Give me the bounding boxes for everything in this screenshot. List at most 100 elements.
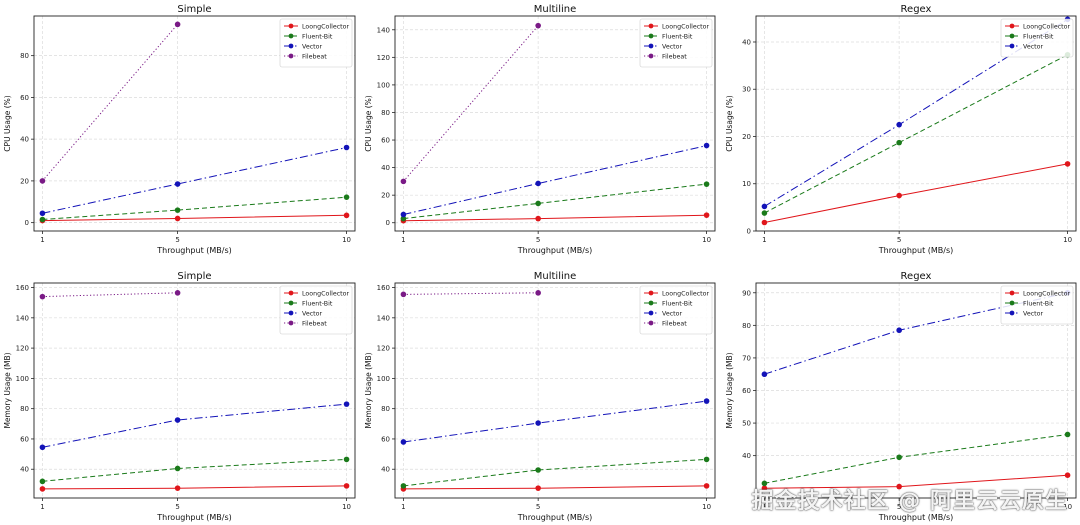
chart-title: Simple: [177, 4, 211, 15]
legend-entry: Vector: [662, 310, 682, 317]
legend-box: [279, 285, 353, 335]
series-line-loongcollector: [403, 485, 707, 490]
legend-box: [279, 18, 353, 68]
data-point-fluent-bit: [39, 478, 46, 485]
plot-frame: [33, 15, 356, 232]
legend-marker: [1009, 33, 1015, 39]
x-tick-label: 5: [175, 236, 179, 244]
legend-entry: Filebeat: [302, 53, 327, 60]
series-line-vector: [42, 403, 347, 448]
data-point-vector: [39, 444, 46, 451]
chart-title: Multiline: [534, 271, 577, 282]
y-tick-label: 20: [742, 133, 751, 141]
data-point-vector: [343, 401, 350, 407]
data-point-fluent-bit: [896, 454, 902, 461]
data-point-fluent-bit: [174, 465, 181, 472]
series-line-fluent-bit: [403, 183, 707, 220]
data-point-filebeat: [400, 291, 407, 298]
y-tick-label: 100: [16, 375, 29, 383]
data-point-loongcollector: [896, 192, 902, 199]
legend-entry: Filebeat: [302, 320, 327, 327]
y-tick-label: 50: [742, 420, 751, 428]
y-tick-label: 160: [16, 284, 29, 292]
legend-entry: LoongCollector: [302, 290, 349, 297]
legend-marker: [1009, 310, 1015, 316]
data-point-fluent-bit: [39, 216, 46, 223]
y-axis-label: CPU Usage (%): [364, 95, 373, 151]
y-tick-label: 40: [381, 164, 390, 172]
data-point-filebeat: [535, 22, 541, 29]
chart-title: Multiline: [534, 4, 577, 15]
legend-marker: [288, 290, 294, 296]
data-point-loongcollector: [896, 483, 902, 490]
x-axis-label: Throughput (MB/s): [517, 513, 593, 522]
legend-marker: [648, 23, 654, 29]
data-point-fluent-bit: [343, 456, 350, 463]
data-point-fluent-bit: [535, 200, 541, 207]
chart-title: Regex: [901, 4, 932, 15]
legend-entry: Fluent-Bit: [302, 33, 333, 40]
series-line-filebeat: [42, 23, 178, 182]
watermark: 掘金技术社区 @ 阿里云云原生: [751, 489, 1068, 514]
legend-entry: Fluent-Bit: [1023, 300, 1054, 307]
legend-marker: [1009, 43, 1015, 49]
legend-entry: Fluent-Bit: [302, 300, 333, 307]
legend-entry: Vector: [662, 43, 682, 50]
data-point-loongcollector: [343, 483, 350, 489]
chart-panel-5: 1 5 10 40 60 80 100 120 140 160 Multiline Throughpu…: [364, 271, 716, 522]
legend-marker: [1009, 290, 1015, 296]
data-point-vector: [174, 417, 181, 423]
y-tick-label: 0: [747, 228, 751, 236]
y-tick-label: 40: [742, 452, 751, 460]
legend-entry: Vector: [302, 310, 322, 317]
y-tick-label: 60: [381, 137, 390, 145]
data-point-vector: [400, 211, 407, 218]
x-axis-label: Throughput (MB/s): [517, 246, 593, 255]
series-line-filebeat: [403, 25, 539, 182]
y-tick-label: 60: [742, 387, 751, 395]
data-point-fluent-bit: [761, 480, 768, 487]
legend-entry: Filebeat: [662, 320, 687, 327]
x-tick-label: 10: [342, 503, 351, 511]
legend-marker: [1009, 23, 1015, 29]
y-tick-label: 40: [381, 466, 390, 474]
y-axis-label: Memory Usage (MB): [3, 352, 12, 428]
chart-title: Simple: [177, 271, 211, 282]
x-tick-label: 10: [1063, 236, 1072, 244]
legend-marker: [288, 43, 294, 49]
y-tick-label: 120: [16, 345, 29, 353]
plot-frame: [394, 15, 716, 232]
y-tick-label: 60: [20, 435, 29, 443]
data-point-loongcollector: [535, 485, 541, 491]
data-point-loongcollector: [703, 483, 710, 489]
series-line-loongcollector: [764, 163, 1068, 223]
y-axis-label: Memory Usage (MB): [725, 352, 734, 428]
legend-entry: Fluent-Bit: [662, 33, 693, 40]
y-tick-label: 60: [381, 435, 390, 443]
x-tick-label: 5: [897, 503, 901, 511]
legend-entry: Vector: [1023, 310, 1043, 317]
x-tick-label: 1: [762, 236, 766, 244]
data-point-fluent-bit: [896, 139, 902, 146]
data-point-vector: [703, 398, 710, 404]
data-point-fluent-bit: [343, 194, 350, 200]
data-point-loongcollector: [703, 212, 710, 218]
x-tick-label: 5: [536, 503, 540, 511]
y-tick-label: 80: [20, 52, 29, 60]
legend-box: [639, 18, 713, 68]
y-tick-label: 80: [381, 405, 390, 413]
data-point-loongcollector: [761, 485, 768, 492]
y-axis-label: CPU Usage (%): [725, 95, 734, 151]
data-point-loongcollector: [761, 219, 768, 226]
y-tick-label: 60: [20, 94, 29, 102]
chart-panel-3: 1 5 10 0 10 20 30 40 Regex Throughput (MB/s) CPU U…: [725, 4, 1077, 255]
data-point-vector: [761, 203, 768, 210]
series-line-vector: [403, 145, 707, 215]
y-tick-label: 80: [381, 109, 390, 117]
series-line-filebeat: [42, 292, 178, 298]
series-line-fluent-bit: [42, 196, 347, 220]
data-point-vector: [174, 181, 181, 187]
legend-entry: Vector: [302, 43, 322, 50]
data-point-filebeat: [39, 178, 46, 184]
